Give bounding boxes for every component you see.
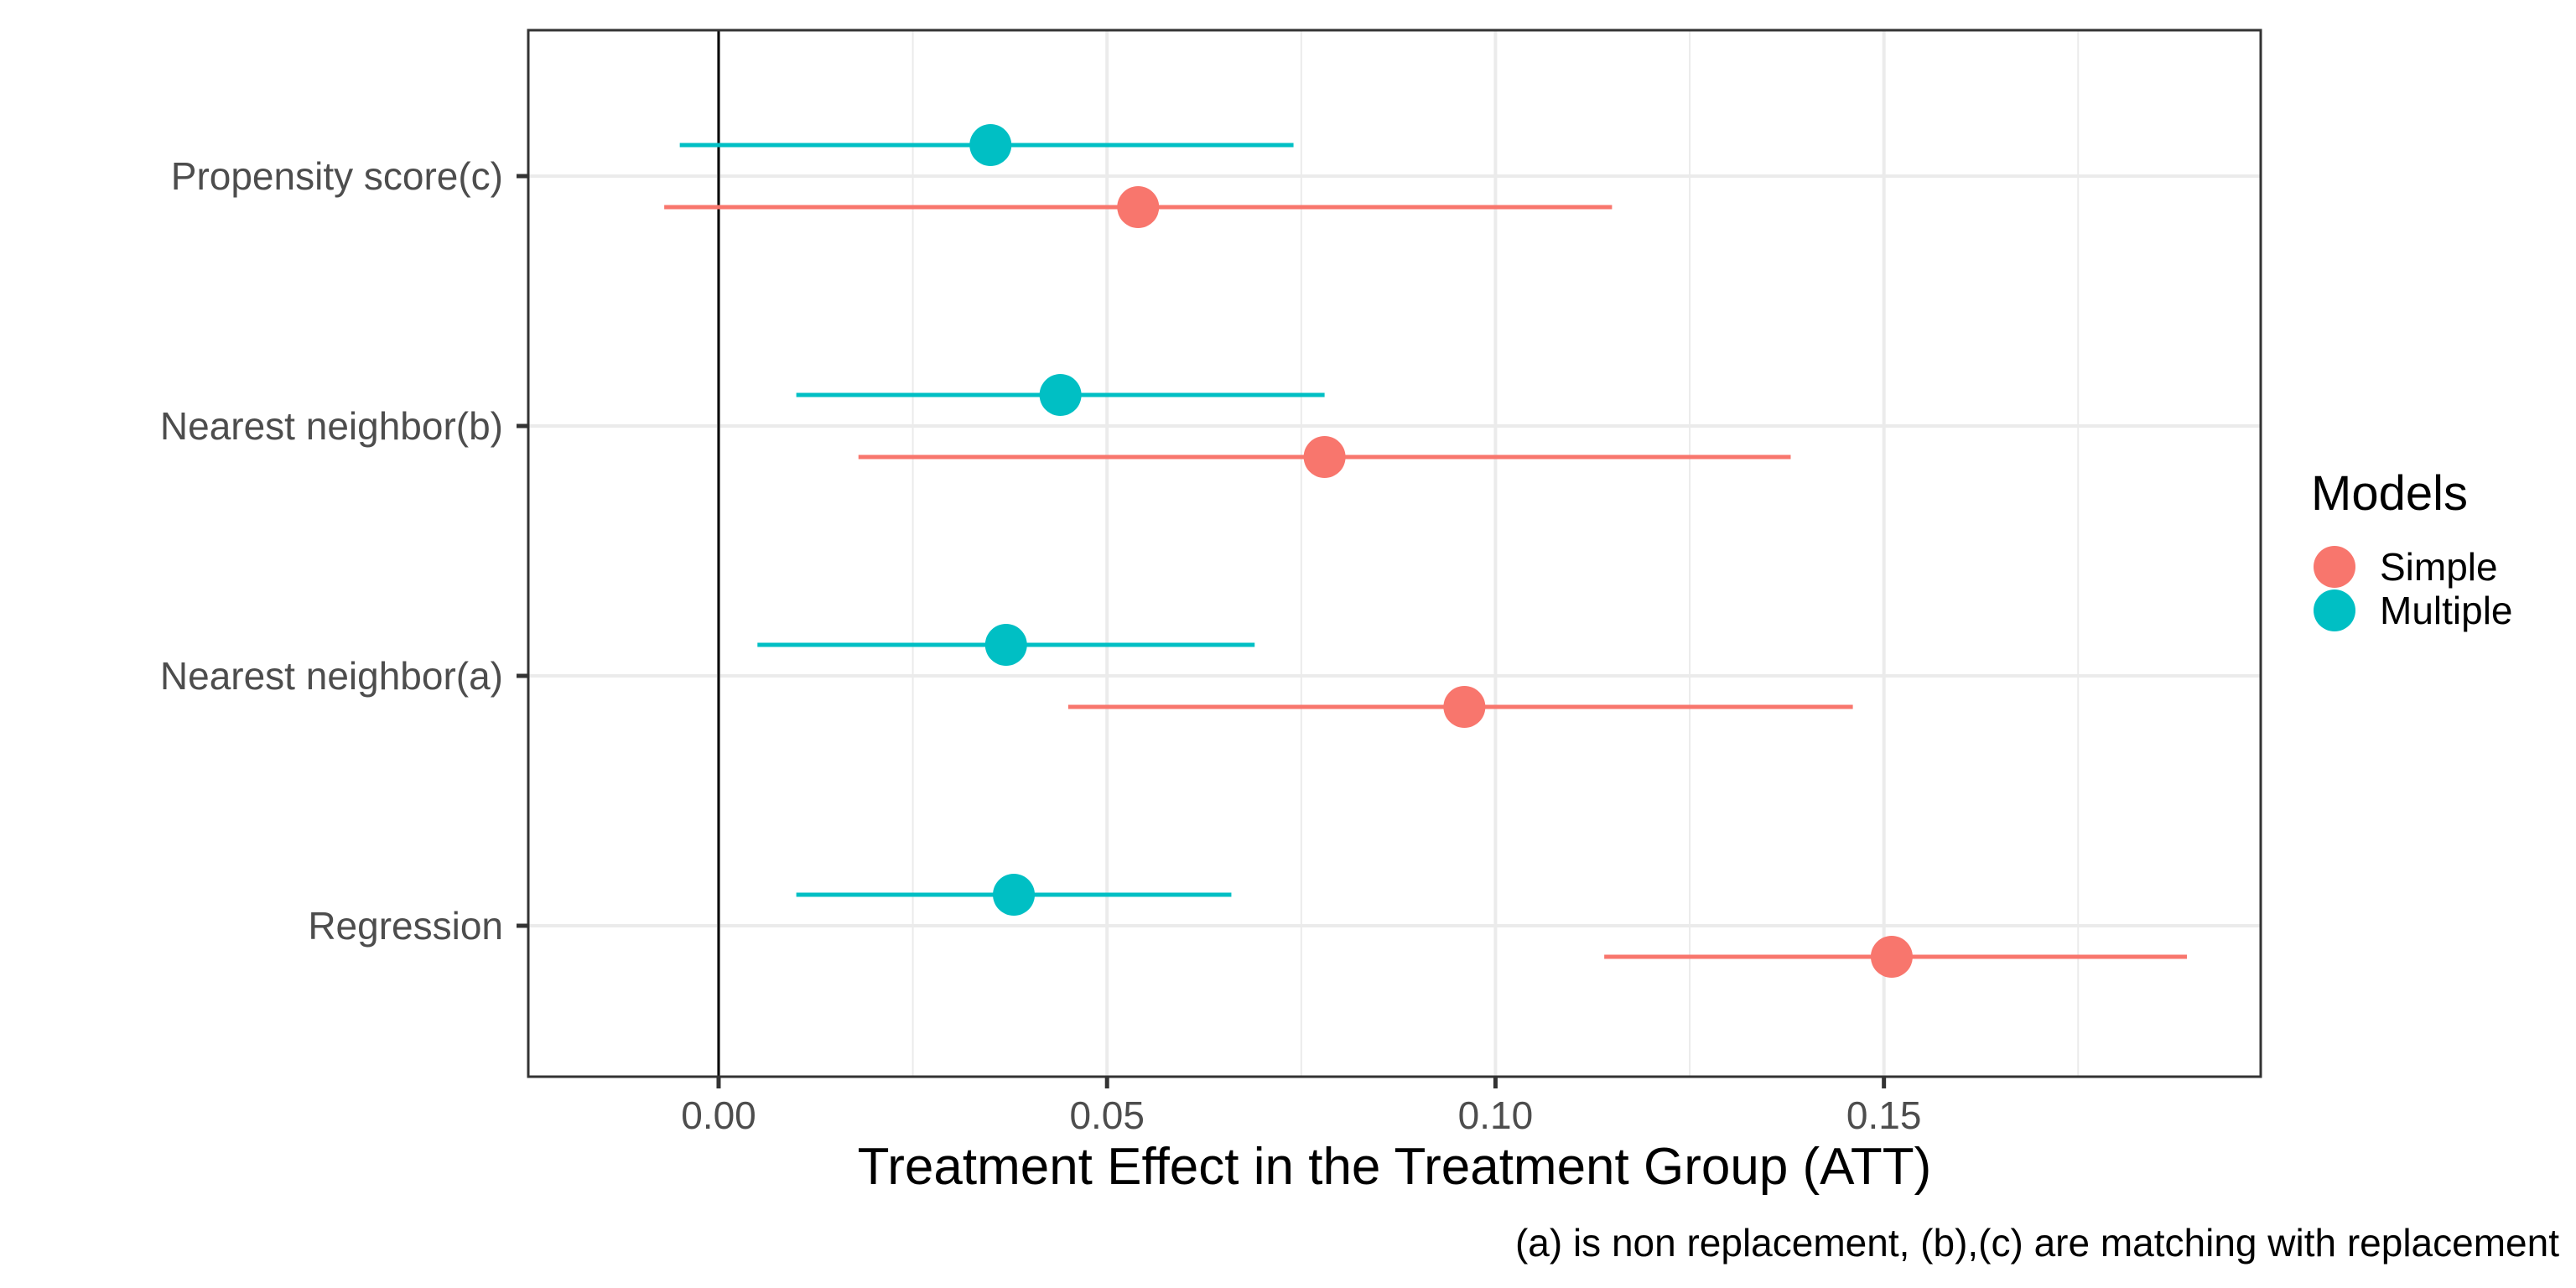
x-tick-label: 0.10	[1458, 1093, 1534, 1137]
legend-label-simple: Simple	[2380, 545, 2498, 589]
estimate-point-simple	[1443, 686, 1486, 728]
x-axis-title: Treatment Effect in the Treatment Group …	[858, 1138, 1932, 1196]
x-tick-label: 0.00	[681, 1093, 756, 1137]
legend-key-simple	[2314, 546, 2355, 588]
panel-border	[527, 29, 2262, 1078]
y-tick-label: Nearest neighbor(b)	[160, 404, 503, 448]
x-tick-label: 0.05	[1069, 1093, 1145, 1137]
estimate-point-multiple	[1039, 374, 1082, 416]
legend-title: Models	[2311, 466, 2468, 521]
estimate-point-simple	[1303, 436, 1346, 478]
y-tick-label: Propensity score(c)	[171, 154, 503, 198]
chart-caption: (a) is non replacement, (b),(c) are matc…	[1515, 1221, 2559, 1265]
data-marks	[664, 124, 2187, 978]
legend-label-multiple: Multiple	[2380, 589, 2513, 632]
estimate-point-multiple	[984, 624, 1027, 666]
x-axis: 0.00 0.05 0.10 0.15	[681, 1077, 1921, 1137]
estimate-point-multiple	[993, 874, 1036, 916]
estimate-point-multiple	[969, 124, 1012, 166]
x-tick-label: 0.15	[1846, 1093, 1922, 1137]
y-tick-label: Nearest neighbor(a)	[160, 654, 503, 698]
grid-lines	[528, 30, 2261, 1077]
estimate-point-simple	[1870, 936, 1913, 978]
estimate-point-simple	[1117, 186, 1160, 228]
y-axis: Propensity score(c) Nearest neighbor(b) Ne…	[160, 154, 528, 948]
y-tick-label: Regression	[308, 904, 503, 948]
legend-key-multiple	[2314, 589, 2355, 631]
